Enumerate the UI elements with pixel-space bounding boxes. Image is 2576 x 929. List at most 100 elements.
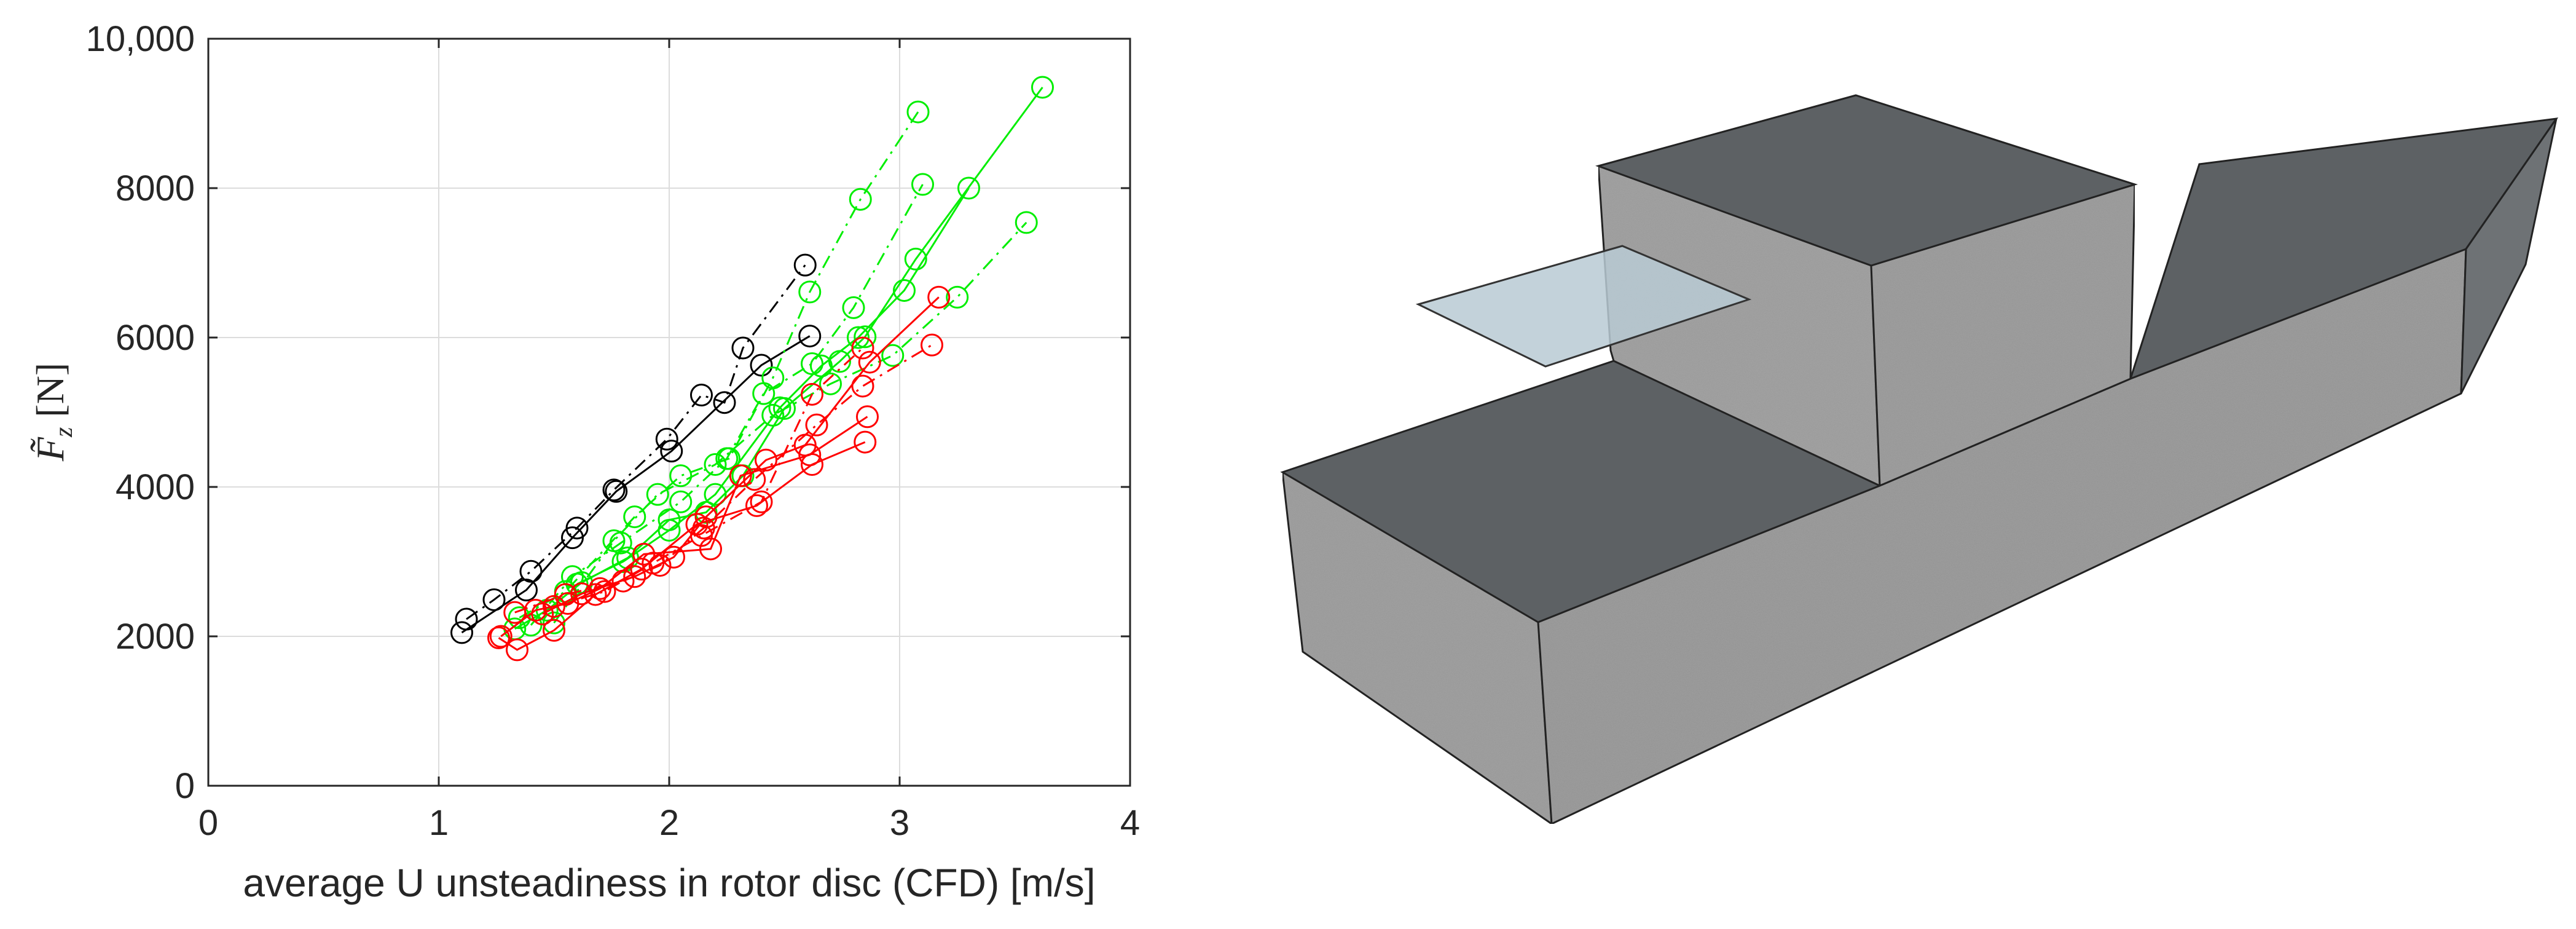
data-point (745, 494, 768, 517)
data-point (911, 173, 934, 196)
ship-3d-model (1280, 94, 2559, 826)
y-axis-label-subscript: z (50, 427, 78, 438)
data-point (810, 354, 833, 378)
y-tick-label: 4000 (116, 467, 195, 507)
data-point (801, 382, 823, 406)
x-tick-label: 2 (659, 803, 679, 843)
series-line (530, 184, 924, 626)
x-tick-label: 1 (429, 803, 449, 843)
data-point (798, 280, 822, 304)
series-line (461, 335, 811, 634)
data-point (623, 565, 646, 588)
data-point (450, 621, 473, 644)
y-tick-label: 0 (175, 766, 195, 806)
data-point (519, 559, 543, 583)
data-point (508, 606, 531, 630)
data-point (543, 611, 565, 634)
ticks (207, 38, 1131, 787)
data-point (503, 601, 527, 624)
data-point (543, 619, 565, 642)
data-point (482, 588, 506, 611)
superstructure-side-face (1870, 183, 2136, 488)
series-12 (543, 336, 874, 618)
series-1 (450, 325, 822, 644)
y-axis-label-symbol: F̃ (28, 437, 72, 462)
data-point (731, 336, 755, 360)
data-point (906, 100, 930, 124)
data-point (761, 403, 785, 427)
data-point (858, 350, 881, 374)
series-line (542, 296, 940, 615)
data-point (750, 490, 773, 513)
chart-panel: 0 1 2 3 4 0 2000 4000 6000 8000 10,000 average U … (28, 19, 1140, 905)
series-line (553, 221, 1027, 624)
data-point (921, 333, 943, 357)
x-tick-labels: 0 1 2 3 4 (198, 803, 1140, 843)
data-point (715, 447, 739, 470)
data-point (854, 325, 877, 349)
series-line (554, 347, 864, 607)
data-point (605, 480, 628, 503)
data-point (819, 372, 842, 395)
data-point (704, 453, 727, 476)
y-axis-label-unit: [N] (28, 363, 72, 427)
data-point (743, 468, 766, 491)
data-point (750, 354, 773, 377)
series-7 (565, 176, 980, 596)
series-6 (543, 211, 1038, 634)
data-point (655, 427, 678, 451)
hull-bow-face (2460, 118, 2558, 394)
series-5 (519, 173, 934, 637)
data-point (515, 579, 538, 602)
series-line (514, 344, 933, 614)
data-point (658, 518, 681, 542)
data-point (642, 551, 665, 575)
series-2 (455, 253, 817, 631)
y-tick-labels: 0 2000 4000 6000 8000 10,000 (86, 19, 195, 806)
data-point (543, 595, 565, 618)
data-point (904, 247, 927, 271)
x-axis-label: average U unsteadiness in rotor disc (CF… (243, 861, 1095, 905)
y-tick-label: 8000 (116, 168, 195, 208)
data-point (455, 607, 478, 631)
grid (208, 39, 1130, 786)
series-10 (531, 285, 951, 626)
data-point (752, 382, 776, 405)
data-point (793, 253, 817, 277)
series-line (519, 111, 919, 619)
data-point (847, 326, 870, 349)
data-point (957, 176, 980, 200)
data-point (881, 344, 905, 367)
data-point (646, 483, 669, 506)
y-axis-label: F̃z [N] (28, 363, 78, 462)
data-point (554, 583, 577, 606)
data-point (851, 374, 874, 398)
x-tick-label: 3 (890, 803, 909, 843)
data-point (713, 391, 736, 414)
data-point (729, 464, 752, 488)
data-point (565, 516, 589, 540)
data-point (798, 325, 822, 348)
data-point (660, 440, 683, 463)
data-point (849, 188, 872, 211)
data-point (856, 405, 879, 429)
y-tick-label: 10,000 (86, 19, 195, 59)
series-line (576, 188, 970, 585)
data-point (946, 285, 969, 309)
data-point (632, 542, 656, 566)
data-point (487, 626, 510, 649)
data-point (805, 413, 828, 437)
x-tick-label: 4 (1120, 803, 1140, 843)
series-layer (450, 76, 1054, 662)
data-point (669, 464, 693, 488)
data-point (669, 490, 693, 513)
x-tick-label: 0 (198, 803, 218, 843)
data-point (927, 285, 951, 309)
data-point (1015, 211, 1038, 234)
series-line (466, 264, 806, 620)
data-point (623, 505, 646, 529)
data-point (506, 638, 528, 662)
rotor-disc-plane (1415, 245, 1752, 368)
data-point (593, 580, 616, 603)
